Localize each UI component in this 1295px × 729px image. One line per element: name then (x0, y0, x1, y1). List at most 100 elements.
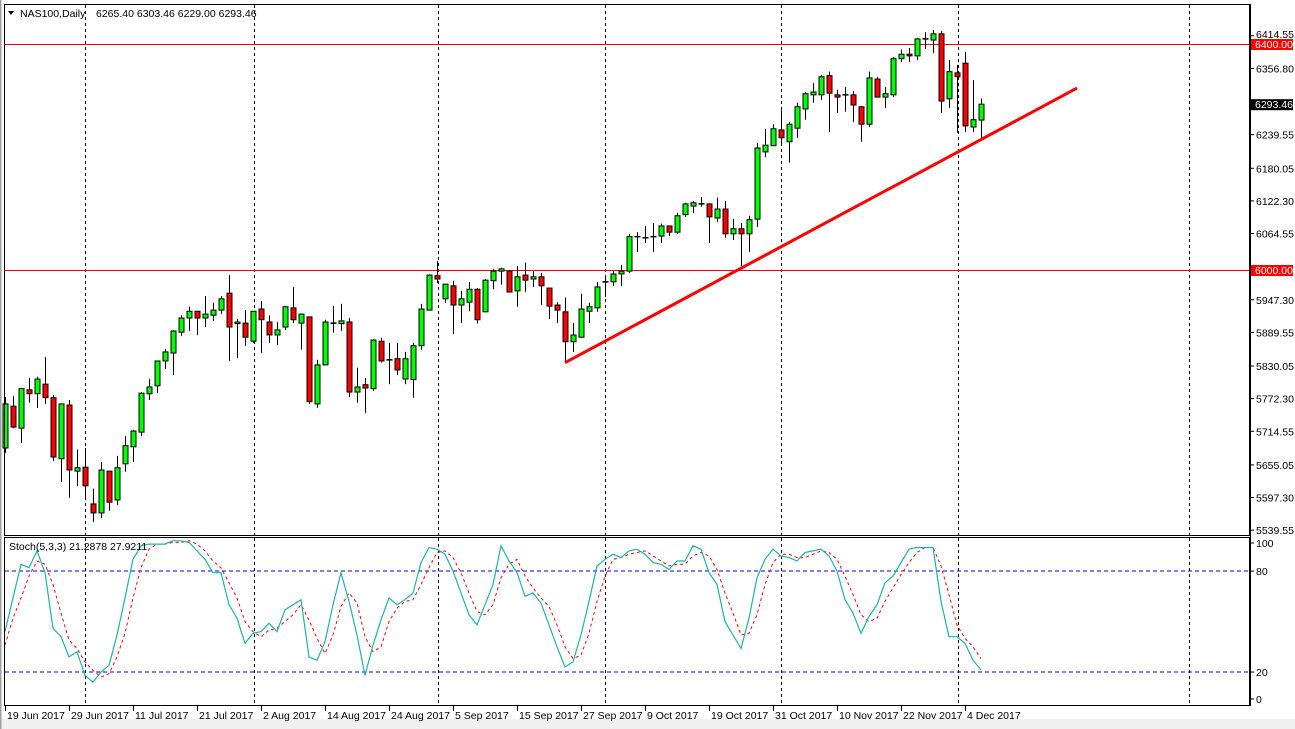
candle (226, 275, 233, 361)
candle-body (858, 106, 865, 125)
candle (530, 271, 537, 287)
candle (890, 56, 897, 98)
candle (882, 86, 889, 108)
candle (250, 310, 257, 343)
stochastic-label: Stoch(5,3,3) 21.2878 27.9211 (9, 541, 147, 553)
candle-body (666, 225, 673, 233)
candle-body (298, 313, 305, 324)
candle-body (42, 383, 49, 399)
time-tick-label: 11 Jul 2017 (135, 710, 189, 722)
dropdown-triangle-icon[interactable] (8, 11, 14, 15)
price-tick-label: 6414.55 (1256, 29, 1294, 41)
candle-body (82, 466, 89, 487)
candle (450, 280, 457, 334)
candle-body (618, 270, 625, 275)
candle (634, 232, 641, 252)
candle (290, 286, 297, 324)
candle-body (562, 311, 569, 343)
candle-body (810, 91, 817, 96)
candle (714, 197, 721, 222)
candle-body (706, 203, 713, 218)
candle (18, 388, 25, 443)
candle (498, 267, 505, 285)
support-trendline[interactable] (564, 86, 1078, 364)
candle-body (482, 279, 489, 313)
candle-body (794, 106, 801, 129)
time-tick-label: 21 Jul 2017 (199, 710, 253, 722)
trendline-layer[interactable] (564, 86, 1078, 364)
candle (650, 223, 657, 252)
candle (218, 295, 225, 315)
candle-body (10, 405, 17, 428)
candle-body (50, 397, 57, 458)
level-price-tag[interactable] (1251, 39, 1293, 50)
candle (738, 223, 745, 267)
candle-body (490, 270, 497, 282)
price-tick-label: 6064.55 (1256, 229, 1294, 241)
stochastic-tick-label: 0 (1256, 694, 1262, 706)
candle-body (610, 273, 617, 283)
candle-body (282, 306, 289, 328)
candle-body (98, 469, 105, 514)
candle (170, 329, 177, 376)
candle (658, 223, 665, 243)
time-axis[interactable]: 19 Jun 2017 29 Jun 2017 11 Jul 2017 21 Jul … (5, 4, 1251, 722)
price-tick-label: 5772.30 (1256, 394, 1294, 406)
candle (74, 449, 81, 486)
level-price-tag[interactable] (1251, 265, 1293, 276)
candlestick-series (2, 29, 985, 522)
candle-body (186, 310, 193, 319)
candle-body (754, 147, 761, 220)
candle (98, 462, 105, 519)
candle (538, 272, 545, 306)
candle-body (362, 384, 369, 389)
candle (442, 283, 449, 303)
candle-body (778, 129, 785, 139)
candle-body (58, 403, 65, 460)
candle-body (466, 288, 473, 303)
time-tick-label: 27 Sep 2017 (583, 710, 643, 722)
ohlc-label: 6265.40 6303.46 6229.00 6293.46 (96, 8, 257, 20)
candle (26, 377, 33, 403)
time-tick-label: 2 Aug 2017 (263, 710, 316, 722)
price-tick-label: 5947.30 (1256, 295, 1294, 307)
candle-body (274, 329, 281, 336)
candle (370, 338, 377, 391)
price-tick-label: 5597.30 (1256, 493, 1294, 505)
candle-body (570, 334, 577, 343)
candle (514, 266, 521, 307)
candle (602, 276, 609, 298)
candle (194, 310, 201, 335)
candle (306, 316, 313, 404)
candle (642, 225, 649, 243)
stochastic-signal-line (4, 540, 982, 678)
candle (418, 303, 425, 350)
candle (90, 488, 97, 522)
price-tick-label: 6356.80 (1256, 63, 1294, 75)
candle (58, 403, 65, 482)
candle-body (314, 364, 321, 405)
candle-body (554, 304, 561, 311)
candle-body (306, 316, 313, 403)
candle-body (402, 358, 409, 380)
candle-body (962, 62, 969, 127)
candle (834, 89, 841, 113)
time-tick-label: 9 Oct 2017 (647, 710, 699, 722)
candle (162, 349, 169, 369)
candle (178, 315, 185, 337)
candle-body (850, 94, 857, 106)
indicator-panel-frame (4, 537, 1250, 706)
price-axis[interactable]: 6414.55 6356.80 6239.55 6180.05 6122.30 6064.… (1250, 29, 1294, 537)
candle (210, 302, 217, 321)
candle-body (210, 309, 217, 316)
candle-body (146, 386, 153, 395)
candle (474, 288, 481, 324)
candle (626, 233, 633, 273)
candle-body (738, 228, 745, 235)
candle (466, 281, 473, 312)
candle (594, 281, 601, 312)
candle-body (658, 225, 665, 237)
candle (234, 319, 241, 359)
candle (186, 306, 193, 332)
